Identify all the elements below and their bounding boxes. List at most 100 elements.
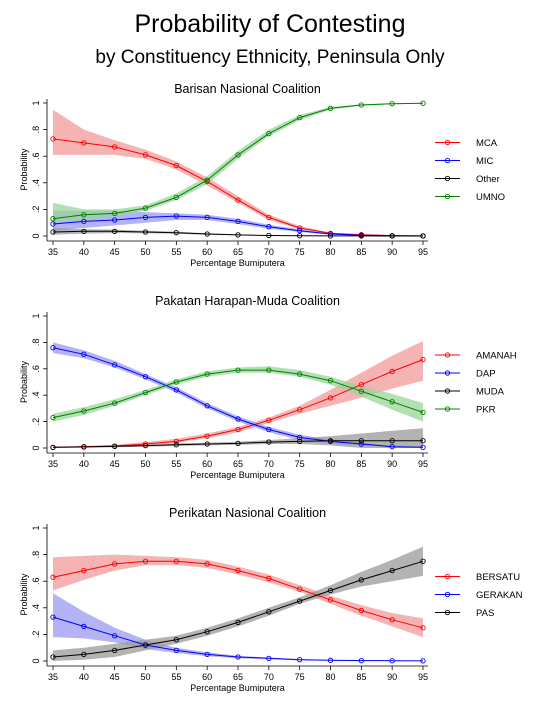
data-point-bersatu [266, 575, 272, 582]
legend-label-bersatu: BERSATU [476, 572, 520, 583]
data-point-pkr [297, 371, 303, 377]
data-point-pkr [112, 400, 118, 406]
data-point-mic [297, 228, 303, 234]
data-point-other [204, 231, 210, 237]
legend-label-pkr: PKR [476, 405, 496, 416]
series-line-other [52, 230, 423, 237]
data-point-bersatu [420, 625, 426, 631]
data-point-dap [266, 426, 272, 433]
x-tick-label: 45 [110, 247, 120, 257]
data-point-umno [358, 102, 364, 108]
data-point-amanah [420, 356, 426, 363]
data-point-umno [204, 177, 210, 183]
x-tick-label: 35 [48, 459, 58, 469]
data-point-mca [112, 144, 118, 150]
x-tick-label: 85 [356, 247, 366, 257]
x-tick-label: 55 [171, 459, 181, 469]
data-point-umno [327, 105, 334, 111]
data-point-bersatu [81, 567, 87, 574]
data-point-gerakan [204, 651, 210, 657]
data-point-muda [50, 444, 56, 450]
legend-marker-bersatu [444, 573, 451, 580]
data-point-muda [204, 441, 210, 447]
legend-label-umno: UMNO [476, 192, 505, 203]
series-line-pkr [52, 369, 424, 419]
data-point-umno [50, 216, 56, 222]
y-tick-label: 1 [31, 313, 41, 318]
data-point-pas [50, 654, 56, 660]
ci-band-dap [53, 342, 423, 448]
legend-marker-amanah [444, 352, 451, 358]
legend-label-amanah: AMANAH [476, 351, 517, 362]
y-tick-label: .8 [31, 551, 41, 559]
y-tick-label: .4 [31, 179, 41, 187]
data-point-mic [112, 217, 118, 223]
chart-panel-2: Pakatan Harapan-Muda Coalition 0 .2 .4 .6 .8 1… [19, 294, 517, 480]
chart-panel-3: Perikatan Nasional Coalition 0 .2 .4 .6 .8 1 35… [19, 506, 523, 693]
data-point-bersatu [327, 597, 334, 603]
data-point-umno [297, 114, 303, 121]
data-point-other [142, 229, 149, 235]
data-point-pas [173, 637, 179, 643]
data-point-dap [235, 416, 241, 422]
data-point-pkr [81, 408, 87, 414]
x-tick-label: 35 [48, 672, 58, 682]
data-point-umno [389, 101, 395, 107]
data-point-mic [204, 214, 210, 221]
legend-label-dap: DAP [476, 369, 496, 380]
data-point-gerakan [50, 614, 56, 620]
data-point-muda [112, 443, 118, 450]
data-point-gerakan [389, 658, 395, 664]
x-tick-label: 65 [233, 459, 243, 469]
data-point-pkr [358, 388, 364, 394]
data-point-amanah [173, 438, 179, 445]
data-point-pas [327, 587, 334, 594]
ci-band-amanah [53, 341, 423, 448]
data-point-gerakan [235, 654, 241, 660]
series-line-bersatu [52, 560, 424, 629]
data-point-muda [81, 444, 87, 450]
data-point-gerakan [173, 647, 179, 654]
figure-title: Probability of Contesting [135, 10, 406, 38]
data-point-gerakan [81, 623, 87, 630]
x-tick-label: 35 [48, 247, 58, 257]
data-point-amanah [327, 395, 334, 401]
data-point-mca [235, 197, 241, 203]
x-tick-label: 90 [387, 672, 397, 682]
data-point-bersatu [297, 586, 303, 592]
data-point-other [389, 233, 395, 239]
x-tick-label: 45 [110, 459, 120, 469]
legend-marker-umno [444, 193, 451, 200]
x-tick-label: 60 [202, 247, 212, 257]
data-point-pkr [235, 367, 241, 373]
chart-title: Perikatan Nasional Coalition [169, 506, 326, 520]
data-point-bersatu [204, 561, 210, 567]
ci-band-umno [53, 103, 423, 223]
chart-panel-1: Barisan Nasional Coalition 0 .2 .4 .6 .8 1 35 40… [19, 82, 505, 268]
data-point-amanah [358, 381, 364, 388]
data-point-gerakan [358, 657, 364, 664]
data-point-pkr [389, 399, 395, 405]
data-point-pkr [204, 371, 210, 377]
data-point-muda [420, 438, 426, 444]
series-line-gerakan [52, 616, 424, 662]
series-line-umno [52, 102, 424, 220]
x-tick-label: 95 [418, 672, 428, 682]
x-tick-label: 65 [233, 672, 243, 682]
data-point-umno [112, 210, 118, 217]
chart-panels: Barisan Nasional Coalition 0 .2 .4 .6 .8 1 35 40… [19, 82, 523, 693]
chart-title: Pakatan Harapan-Muda Coalition [155, 294, 340, 308]
data-point-mca [50, 136, 56, 142]
legend-label-gerakan: GERAKAN [476, 590, 523, 601]
data-point-bersatu [235, 567, 241, 574]
x-tick-label: 60 [202, 459, 212, 469]
chart-title: Barisan Nasional Coalition [174, 82, 321, 96]
x-tick-label: 40 [79, 247, 89, 257]
data-point-muda [266, 439, 272, 445]
data-point-dap [81, 351, 87, 357]
data-point-pkr [50, 414, 56, 421]
data-point-gerakan [327, 657, 334, 663]
data-point-bersatu [358, 607, 364, 614]
x-tick-label: 50 [140, 459, 150, 469]
